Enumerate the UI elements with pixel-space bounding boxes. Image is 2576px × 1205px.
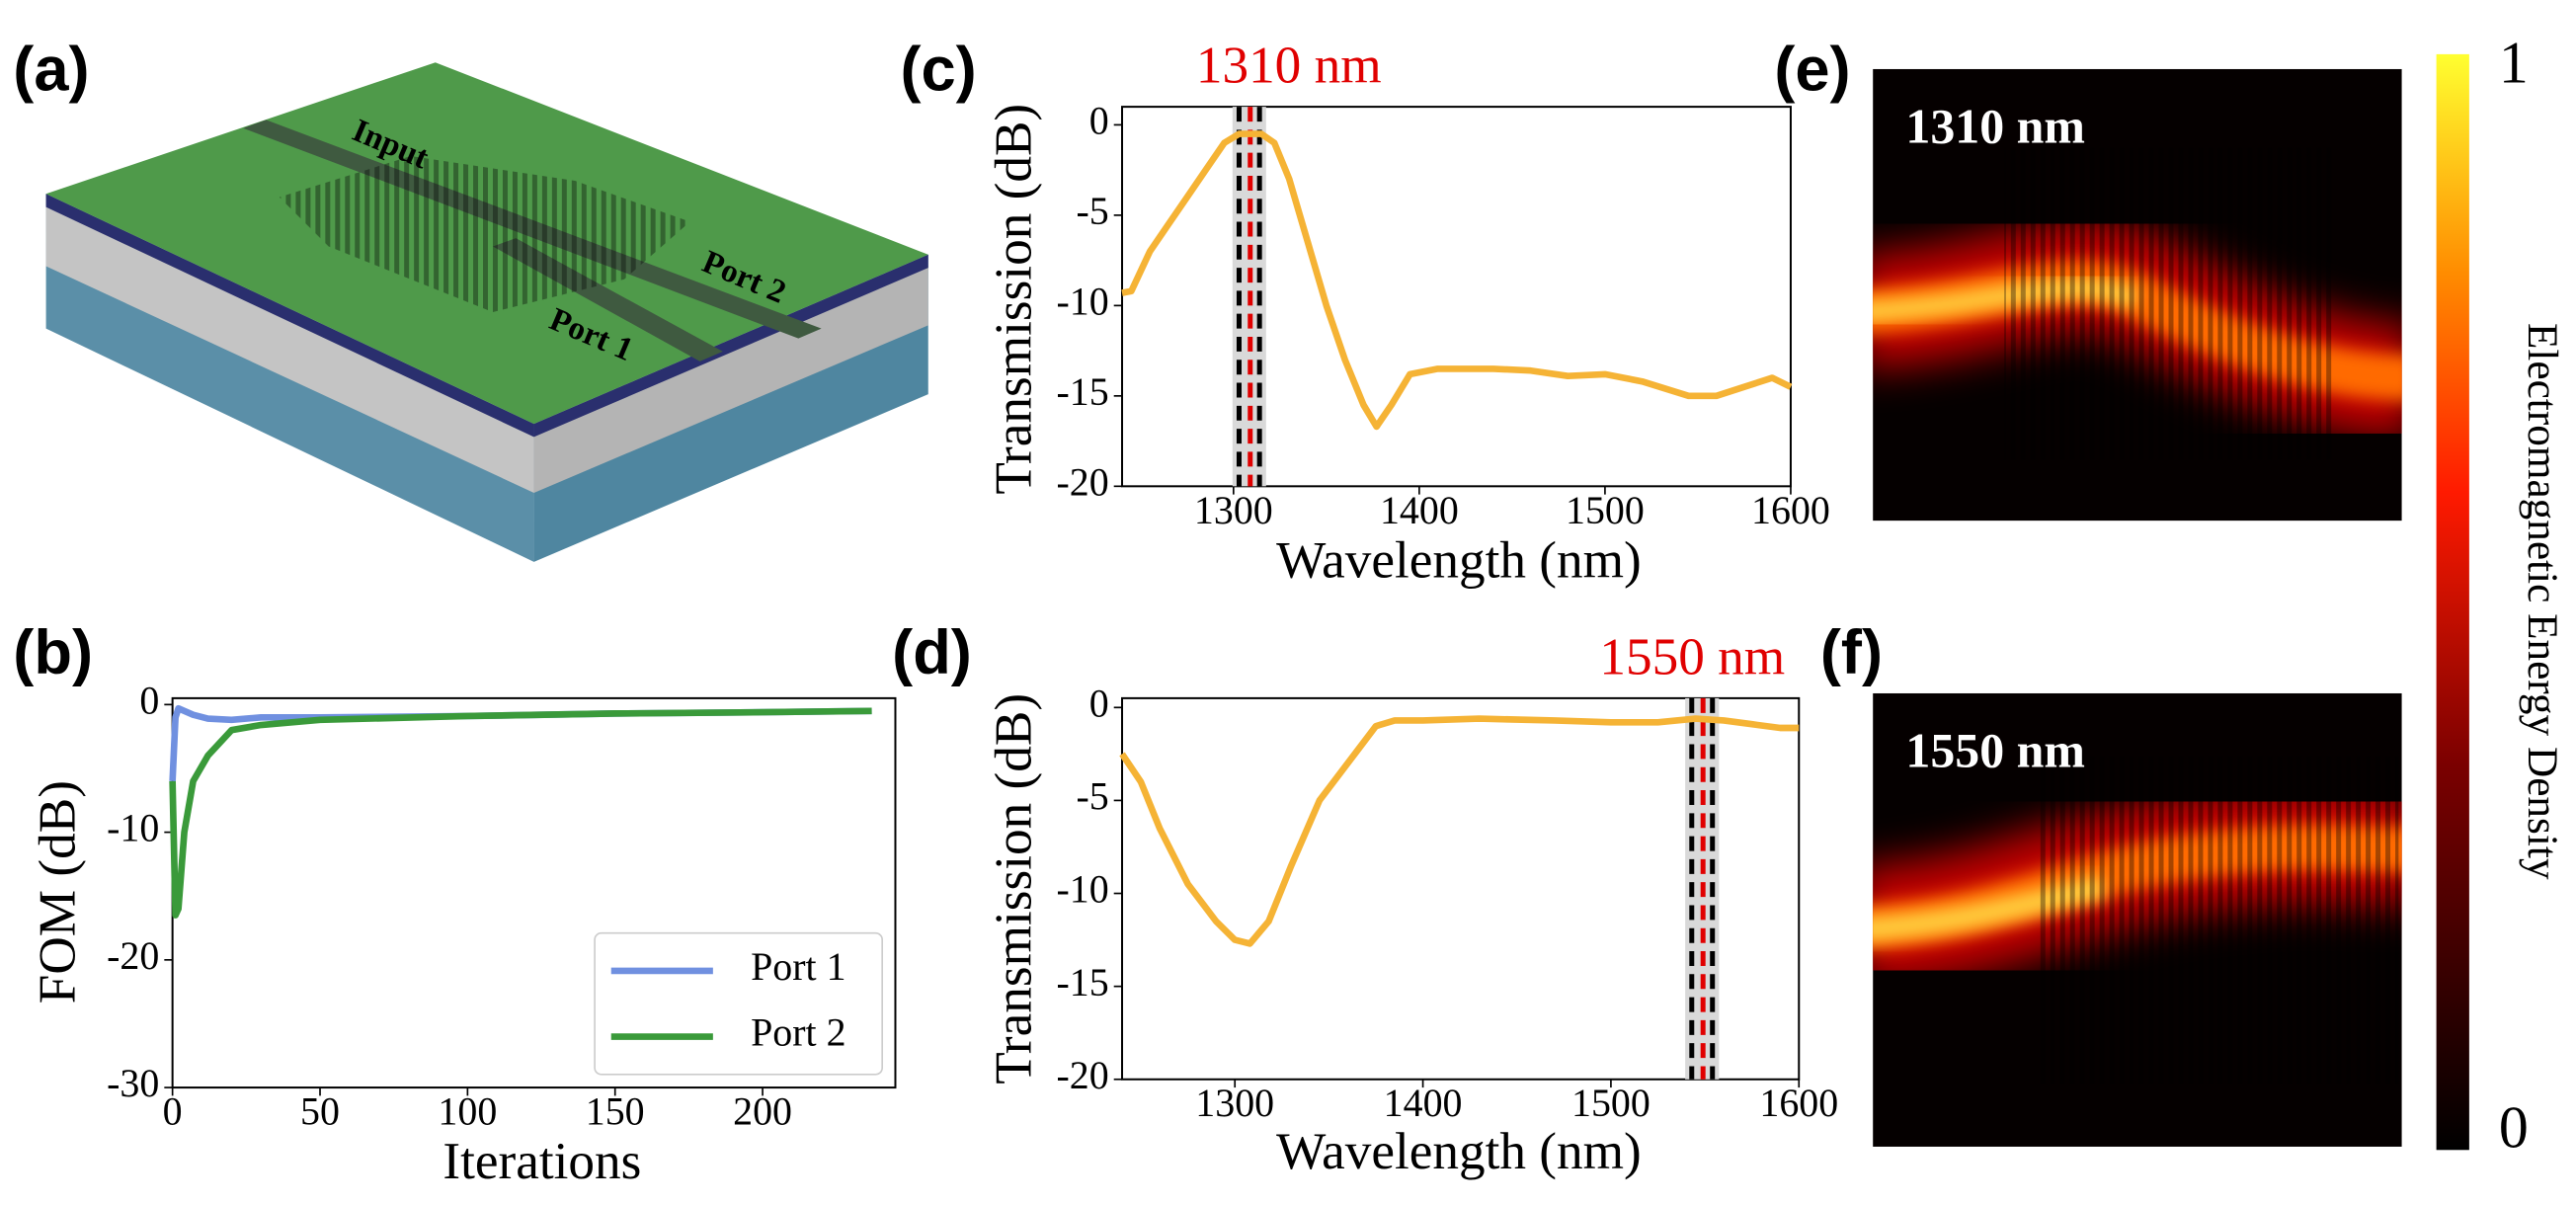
annotation: 1310 nm <box>1196 37 1382 95</box>
y-tick-label: -20 <box>107 933 159 978</box>
y-tick-label: 0 <box>1089 99 1109 143</box>
x-tick-label: 1400 <box>1384 1081 1463 1125</box>
field-map-label: 1310 nm <box>1905 100 2085 154</box>
y-tick-label: -5 <box>1076 774 1108 819</box>
y-tick-label: -10 <box>1057 280 1109 324</box>
field-map-label: 1550 nm <box>1905 724 2085 778</box>
series-line <box>169 707 872 919</box>
plot-frame <box>1121 696 1801 1081</box>
y-tick-label: -10 <box>1057 867 1109 912</box>
y-tick-label: -20 <box>1057 1053 1109 1097</box>
x-tick-label: 100 <box>438 1089 497 1134</box>
y-tick-label: -20 <box>1057 459 1109 504</box>
device: Input Port 2 Port 1 <box>45 62 928 562</box>
panel-label: (d) <box>892 618 972 687</box>
y-tick-label: -15 <box>1057 960 1109 1004</box>
x-tick-label: 1500 <box>1571 1081 1650 1125</box>
y-axis-label: Transmission (dB) <box>984 104 1042 495</box>
y-axis-label: Transmission (dB) <box>984 693 1042 1084</box>
x-tick-label: 1300 <box>1194 488 1273 532</box>
x-tick-label: 1500 <box>1566 488 1645 532</box>
colorbar-label: Electromagnetic Energy Density <box>2519 323 2566 880</box>
y-axis-label: FOM (dB) <box>28 780 86 1004</box>
x-axis-label: Iterations <box>443 1132 641 1190</box>
y-tick-label: 0 <box>1089 681 1109 725</box>
x-tick-label: 0 <box>163 1089 183 1134</box>
y-tick-label: -10 <box>107 806 159 850</box>
x-axis-label: Wavelength (nm) <box>1276 1122 1642 1180</box>
annotation: 1550 nm <box>1599 628 1785 686</box>
colorbar <box>2436 53 2469 1151</box>
colorbar-tick-label: 1 <box>2499 31 2529 96</box>
colorbar-tick-label: 0 <box>2499 1094 2529 1160</box>
x-tick-label: 1300 <box>1195 1081 1274 1125</box>
panel-label: (e) <box>1774 36 1850 105</box>
series-line <box>1119 715 1800 947</box>
x-tick-label: 200 <box>733 1089 792 1134</box>
series-line <box>1121 130 1793 431</box>
legend-label: Port 2 <box>751 1010 845 1055</box>
x-tick-label: 50 <box>300 1089 340 1134</box>
x-tick-label: 1600 <box>1751 488 1830 532</box>
plot-frame <box>1121 106 1792 488</box>
series-line <box>169 704 872 782</box>
field-map <box>1873 692 2402 1147</box>
y-tick-label: 0 <box>139 679 159 723</box>
legend-label: Port 1 <box>751 944 845 989</box>
x-axis-label: Wavelength (nm) <box>1276 530 1642 589</box>
y-tick-label: -15 <box>1057 369 1109 414</box>
field-map <box>1873 68 2402 522</box>
panel-label: (f) <box>1820 618 1883 687</box>
panel-label: (a) <box>13 36 89 105</box>
x-tick-label: 1400 <box>1380 488 1459 532</box>
y-tick-label: -30 <box>107 1061 159 1105</box>
x-tick-label: 150 <box>586 1089 645 1134</box>
panel-label: (b) <box>13 618 93 687</box>
y-tick-label: -5 <box>1076 189 1108 233</box>
x-tick-label: 1600 <box>1759 1081 1838 1125</box>
panel-label: (c) <box>900 36 976 105</box>
